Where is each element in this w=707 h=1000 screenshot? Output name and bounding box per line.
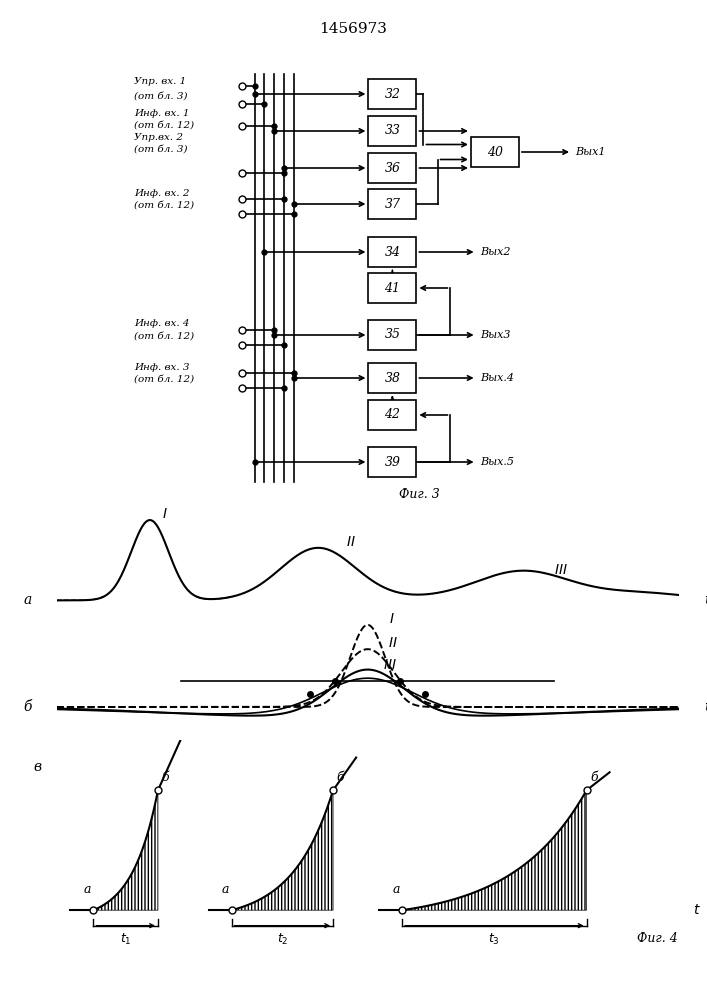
Text: а: а — [83, 883, 91, 896]
Text: (от бл. 12): (от бл. 12) — [134, 200, 194, 210]
Text: 39: 39 — [385, 456, 400, 468]
Text: 40: 40 — [487, 145, 503, 158]
Text: $I$: $I$ — [163, 507, 168, 521]
Text: 1456973: 1456973 — [320, 22, 387, 36]
Text: $t$: $t$ — [703, 593, 707, 607]
FancyBboxPatch shape — [368, 447, 416, 477]
Text: 34: 34 — [385, 245, 400, 258]
Text: 41: 41 — [385, 282, 400, 294]
Text: Инф. вх. 4: Инф. вх. 4 — [134, 320, 190, 328]
Text: Фиг. 3: Фиг. 3 — [399, 488, 440, 500]
FancyBboxPatch shape — [368, 273, 416, 303]
Text: (от бл. 12): (от бл. 12) — [134, 374, 194, 383]
Text: б: б — [337, 771, 344, 784]
FancyBboxPatch shape — [368, 189, 416, 219]
Text: $III$: $III$ — [554, 563, 568, 577]
Text: $II$: $II$ — [387, 636, 397, 650]
Text: $t_3$: $t_3$ — [489, 932, 501, 947]
Text: Фиг. 4: Фиг. 4 — [637, 932, 678, 945]
Text: (от бл. 12): (от бл. 12) — [134, 332, 194, 340]
Text: Вых.4: Вых.4 — [480, 373, 514, 383]
Text: $t$: $t$ — [693, 903, 701, 917]
Text: б: б — [23, 700, 32, 714]
Text: а: а — [392, 883, 400, 896]
Text: 37: 37 — [385, 198, 400, 211]
Text: 35: 35 — [385, 328, 400, 342]
Text: а: а — [222, 883, 229, 896]
Text: в: в — [33, 760, 42, 774]
Text: $II$: $II$ — [346, 535, 356, 549]
FancyBboxPatch shape — [368, 153, 416, 183]
Text: Вых3: Вых3 — [480, 330, 510, 340]
Text: (от бл. 3): (от бл. 3) — [134, 144, 188, 153]
Text: Инф. вх. 2: Инф. вх. 2 — [134, 188, 190, 198]
Text: 36: 36 — [385, 161, 400, 174]
FancyBboxPatch shape — [368, 116, 416, 146]
FancyBboxPatch shape — [368, 363, 416, 393]
Text: Инф. вх. 1: Инф. вх. 1 — [134, 108, 190, 117]
Text: (от бл. 12): (от бл. 12) — [134, 120, 194, 129]
Text: 42: 42 — [385, 408, 400, 422]
Text: $t$: $t$ — [703, 700, 707, 714]
Text: Упр. вх. 1: Упр. вх. 1 — [134, 78, 187, 87]
Text: 32: 32 — [385, 88, 400, 101]
Text: а: а — [23, 593, 32, 607]
Text: б: б — [162, 771, 169, 784]
Text: Упр.вх. 2: Упр.вх. 2 — [134, 132, 183, 141]
Text: $III$: $III$ — [383, 658, 397, 672]
Text: $t_2$: $t_2$ — [276, 932, 288, 947]
Text: Инф. вх. 3: Инф. вх. 3 — [134, 362, 190, 371]
Text: Вых2: Вых2 — [480, 247, 510, 257]
Text: 38: 38 — [385, 371, 400, 384]
FancyBboxPatch shape — [368, 237, 416, 267]
Text: б: б — [590, 771, 598, 784]
FancyBboxPatch shape — [368, 320, 416, 350]
FancyBboxPatch shape — [368, 400, 416, 430]
Text: Вых1: Вых1 — [575, 147, 606, 157]
Text: (от бл. 3): (от бл. 3) — [134, 92, 188, 101]
Text: 33: 33 — [385, 124, 400, 137]
Text: $t_1$: $t_1$ — [120, 932, 132, 947]
Text: Вых.5: Вых.5 — [480, 457, 514, 467]
Text: $I$: $I$ — [390, 612, 395, 626]
FancyBboxPatch shape — [471, 137, 519, 167]
FancyBboxPatch shape — [368, 79, 416, 109]
